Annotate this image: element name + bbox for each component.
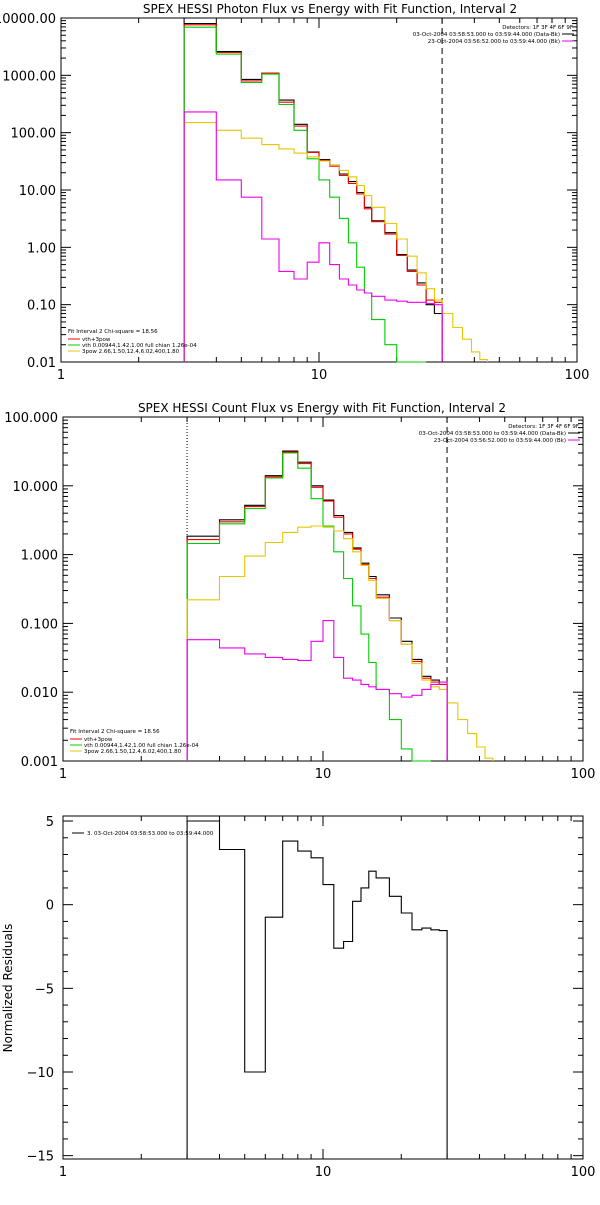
photon-bk-interval-label: 23-Oct-2004 03:56:52.000 to 03:59:44.000…	[428, 39, 560, 45]
photon-power-series	[183, 122, 489, 362]
residual-legend-label: 3. 03-Oct-2004 03:58:53.000 to 03:59:44.…	[87, 831, 214, 837]
residuals-y-tick-label: 5	[46, 815, 54, 830]
count-y-tick-label: 0.010	[21, 686, 58, 701]
photon-power-legend-label: 3pow 2.66,1.50,12.4,6.02,400,1.80	[82, 349, 180, 355]
count-y-tick-label: 1.000	[21, 549, 58, 564]
count-flux-panel: SPEX HESSI Count Flux vs Energy with Fit…	[4, 401, 595, 782]
count-total-legend-label: vth+3pow	[84, 737, 113, 743]
count-data-interval-label: 03-Oct-2004 03:58:53.000 to 03:59:44.000…	[419, 431, 566, 437]
photon-plot-frame	[60, 17, 578, 363]
residuals-x-tick-label: 100	[571, 1165, 596, 1180]
count-thermal-series	[186, 452, 431, 762]
count-x-tick-label: 1	[59, 767, 67, 782]
count-power-series	[186, 525, 494, 761]
photon-plot-content: 1 10 100 10000.00 1000.00 100.00 10.00 1.00 0.10…	[0, 12, 589, 383]
residuals-plot-content: 1 10 100 5 0 −5 −10 −15	[27, 815, 596, 1180]
residuals-y-tick-label: 0	[46, 899, 54, 914]
photon-y-tick-label: 1000.00	[2, 69, 56, 84]
photon-y-tick-label: 10.00	[19, 184, 56, 199]
photon-y-tick-label: 100.00	[11, 127, 57, 142]
photon-fit-interval-label: Fit Interval 2 Chi-square = 18.56	[68, 329, 158, 335]
photon-background-series	[183, 111, 443, 362]
photon-thermal-series	[183, 26, 427, 363]
residuals-x-tick-label: 10	[315, 1165, 332, 1180]
photon-x-tick-label: 1	[57, 368, 65, 383]
photon-detectors-label: Detectors: 1F 3F 4F 6F 9F	[502, 25, 573, 31]
residuals-y-tick-label: −10	[27, 1066, 54, 1081]
count-x-tick-label: 10	[315, 767, 332, 782]
residuals-residual-series	[186, 820, 448, 1159]
count-x-tick-label: 100	[571, 767, 596, 782]
count-plot-frame	[62, 416, 584, 762]
photon-thermal-legend-label: vth 0.00944,1.42,1.00 full chian 1.26e-0…	[82, 343, 197, 349]
count-data-series	[186, 450, 448, 761]
count-power-legend-label: 3pow 2.66,1.50,12.4,6.02,400,1.80	[84, 749, 182, 755]
count-bk-interval-label: 23-Oct-2004 03:56:52.000 to 03:59:44.000…	[434, 438, 566, 444]
photon-y-tick-label: 1.00	[27, 241, 56, 256]
photon-y-tick-label: 10000.00	[0, 12, 56, 27]
photon-y-tick-label: 0.01	[27, 356, 56, 371]
count-background-series	[186, 620, 448, 761]
count-thermal-legend-label: vth 0.00944,1.42,1.00 full chian 1.26e-0…	[84, 743, 199, 749]
photon-total-legend-label: vth+3pow	[82, 337, 111, 343]
photon-panel-title: SPEX HESSI Photon Flux vs Energy with Fi…	[143, 2, 517, 16]
count-fit-interval-label: Fit Interval 2 Chi-square = 18.56	[70, 729, 160, 735]
photon-x-tick-label: 100	[565, 368, 590, 383]
residuals-y-tick-label: −15	[27, 1150, 54, 1165]
residuals-x-tick-label: 1	[59, 1165, 67, 1180]
photon-data-series	[183, 23, 443, 362]
photon-x-tick-label: 10	[311, 368, 328, 383]
photon-y-tick-label: 0.10	[27, 299, 56, 314]
photon-flux-panel: SPEX HESSI Photon Flux vs Energy with Fi…	[0, 2, 589, 383]
count-y-tick-label: 0.100	[21, 617, 58, 632]
count-y-tick-label: 100.000	[4, 411, 58, 426]
count-panel-title: SPEX HESSI Count Flux vs Energy with Fit…	[138, 401, 506, 415]
count-y-tick-label: 0.001	[21, 755, 58, 770]
count-detectors-label: Detectors: 1F 3F 4F 6F 9F	[508, 424, 579, 430]
residuals-y-tick-label: −5	[35, 982, 54, 997]
residuals-panel: 1 10 100 5 0 −5 −10 −15 3. 03-Oct-2004 03:58:53…	[1, 815, 595, 1180]
photon-data-interval-label: 03-Oct-2004 03:58:53.000 to 03:59:44.000…	[413, 32, 560, 38]
residuals-y-axis-label: Normalized Residuals	[1, 924, 15, 1053]
photon-total-series	[183, 24, 443, 362]
count-plot-content: 1 10 100 100.000 10.000 1.000 0.100 0.010 0.001	[4, 411, 595, 782]
count-y-tick-label: 10.000	[13, 480, 59, 495]
